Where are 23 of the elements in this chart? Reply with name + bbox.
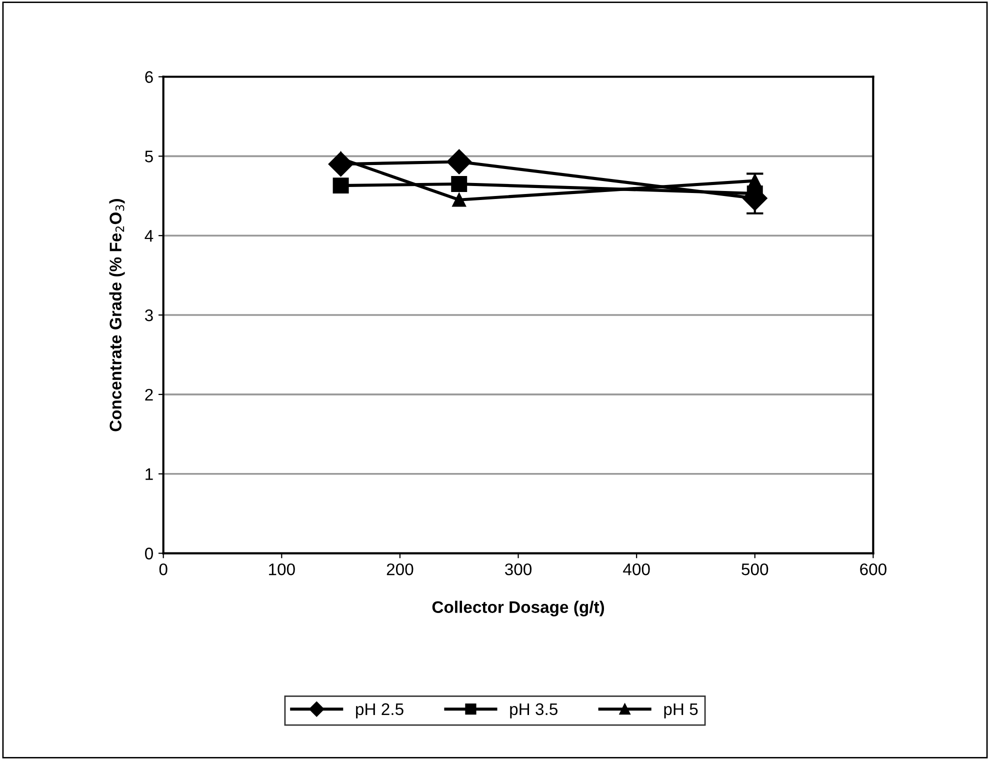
x-axis-title: Collector Dosage (g/t) — [432, 600, 604, 616]
x-tick-label: 400 — [623, 563, 650, 576]
legend-label: pH 5 — [664, 703, 698, 718]
point — [332, 178, 349, 194]
legend-label: pH 3.5 — [510, 703, 558, 718]
point — [446, 149, 472, 174]
x-tick-label: 600 — [860, 563, 886, 576]
y-tick-label: 4 — [144, 230, 154, 242]
y-tick-label: 5 — [145, 150, 153, 162]
point — [451, 176, 468, 192]
x-tick-label: 500 — [742, 563, 768, 576]
y-tick-label: 2 — [145, 388, 153, 400]
x-tick-label: 200 — [386, 563, 414, 576]
y-tick-label: 0 — [145, 548, 153, 560]
point — [452, 192, 466, 207]
y-tick-label: 1 — [146, 468, 153, 480]
y-tick-label: 3 — [144, 309, 153, 322]
legend-label: pH 2.5 — [356, 703, 404, 718]
x-tick-label: 300 — [505, 563, 532, 576]
x-tick-label: 100 — [269, 563, 295, 576]
y-axis-title: Concentrate Grade (% Fe$_{2}$O$_{3}$) — [109, 199, 125, 432]
y-tick-label: 6 — [145, 71, 153, 83]
x-tick-label: 0 — [159, 563, 168, 576]
